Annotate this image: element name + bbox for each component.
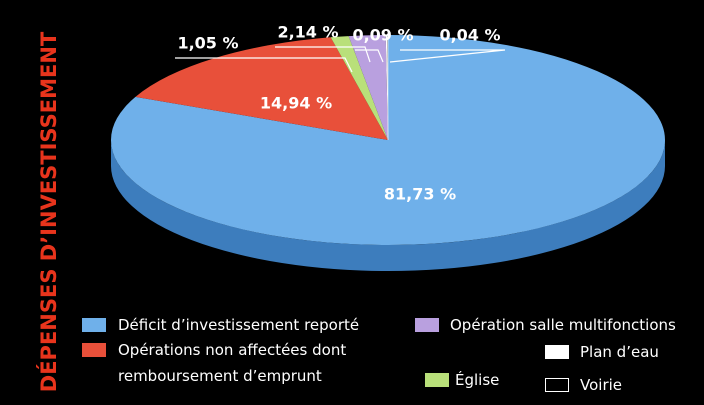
leader-line xyxy=(275,46,371,63)
pie-side xyxy=(111,140,665,271)
legend-swatch xyxy=(545,345,569,359)
legend-label: Déficit d’investissement reporté xyxy=(118,316,360,334)
legend-swatch xyxy=(82,343,106,357)
value-label: 2,14 % xyxy=(277,23,338,42)
legend-label: Église xyxy=(455,371,500,389)
legend-swatch xyxy=(425,373,449,387)
legend-swatch xyxy=(415,318,439,332)
legend-label: Opérations non affectées dont remboursem… xyxy=(118,341,347,385)
legend-label: Voirie xyxy=(580,376,623,394)
chart-title: DÉPENSES D’INVESTISSEMENT xyxy=(36,31,61,392)
legend-label: Plan d’eau xyxy=(580,343,659,361)
pie-slice xyxy=(348,35,388,140)
legend-swatch xyxy=(545,378,569,392)
leader-line xyxy=(355,49,384,63)
legend-label: Opération salle multifonctions xyxy=(450,316,676,334)
value-label: 81,73 % xyxy=(384,185,456,204)
value-label: 14,94 % xyxy=(260,94,332,113)
pie-slice xyxy=(330,36,388,140)
legend-swatch xyxy=(82,318,106,332)
leader-line xyxy=(175,57,353,73)
value-label: 1,05 % xyxy=(177,34,238,53)
leader-line xyxy=(389,49,506,63)
pie-slice xyxy=(135,37,388,140)
value-label: 0,04 % xyxy=(439,26,500,45)
value-label: 0,09 % xyxy=(352,26,413,45)
pie-slice xyxy=(387,34,389,141)
